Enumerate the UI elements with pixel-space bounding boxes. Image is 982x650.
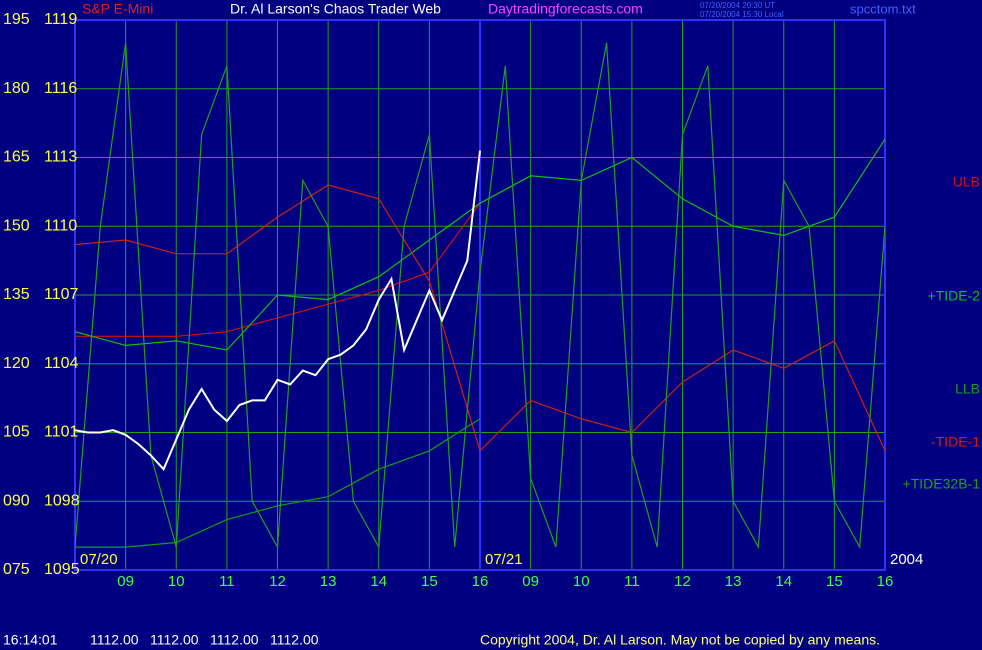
series-line: [75, 184, 885, 452]
plot-frame: [74, 19, 886, 571]
y2-tick-label: 1113: [44, 149, 77, 166]
y-tick-label: 195: [3, 11, 30, 28]
stamp: 07/20/2004 15:30 Local: [700, 10, 784, 19]
series-line: [75, 202, 481, 337]
date-label: 07/21: [485, 551, 523, 568]
legend-label: +TIDE-2: [927, 288, 980, 304]
date-label: 07/20: [80, 551, 118, 568]
x-tick-label: 15: [826, 573, 843, 590]
series-line: [75, 418, 481, 548]
y2-tick-label: 1101: [44, 424, 79, 441]
y-tick-label: 165: [3, 149, 30, 166]
footer-quote: 1112.00: [210, 632, 259, 648]
y2-tick-label: 1116: [44, 80, 77, 97]
footer-quote: 1112.00: [150, 632, 199, 648]
grid: [74, 19, 886, 571]
x-tick-label: 11: [219, 573, 235, 590]
y2-tick-label: 1104: [44, 355, 79, 372]
y2-tick-label: 1107: [44, 286, 79, 303]
y2-tick-label: 1119: [44, 11, 77, 28]
footer: 16:14:01 1112.00 1112.00 1112.00 1112.00…: [3, 632, 880, 648]
legend-label: ULB: [953, 174, 980, 190]
footer-quote: 1112.00: [90, 632, 139, 648]
x-tick-label: 16: [877, 573, 894, 590]
legend-label: -TIDE-1: [931, 434, 980, 450]
chart-title: Dr. Al Larson's Chaos Trader Web: [230, 1, 441, 17]
y-tick-label: 105: [3, 424, 30, 441]
x-tick-label: 14: [370, 573, 387, 590]
y-tick-label: 120: [3, 355, 30, 372]
legend-label: LLB: [955, 381, 980, 397]
legend-label: +TIDE32B-1: [903, 476, 981, 492]
y2-tick-label: 1098: [44, 492, 80, 509]
date-label: 2004: [890, 551, 923, 568]
x-tick-label: 13: [725, 573, 742, 590]
y-tick-label: 135: [3, 286, 30, 303]
x-tick-label: 15: [421, 573, 438, 590]
series-line: [75, 150, 481, 472]
x-tick-label: 11: [624, 573, 640, 590]
y2-tick-label: 1110: [44, 217, 77, 234]
file-name: spcctom.txt: [850, 1, 916, 16]
plot-area: [75, 42, 885, 550]
x-tick-label: 13: [320, 573, 337, 590]
x-tick-label: 16: [472, 573, 489, 590]
x-tick-label: 14: [775, 573, 792, 590]
footer-time: 16:14:01: [3, 632, 58, 648]
x-tick-label: 12: [674, 573, 691, 590]
x-tick-label: 12: [269, 573, 286, 590]
symbol: S&P E-Mini: [82, 1, 153, 17]
stamp: 07/20/2004 20:30 UT: [700, 1, 775, 10]
y-tick-label: 180: [3, 80, 30, 97]
x-tick-label: 10: [573, 573, 590, 590]
y-tick-label: 075: [3, 561, 30, 578]
x-tick-label: 09: [117, 573, 134, 590]
site: Daytradingforecasts.com: [488, 1, 643, 17]
x-tick-label: 09: [522, 573, 539, 590]
x-tick-label: 10: [168, 573, 185, 590]
footer-quote: 1112.00: [270, 632, 319, 648]
y-tick-label: 090: [3, 492, 30, 509]
copyright: Copyright 2004, Dr. Al Larson. May not b…: [480, 632, 880, 648]
y2-tick-label: 1095: [44, 561, 80, 578]
series-line: [75, 138, 885, 351]
y-tick-label: 150: [3, 217, 30, 234]
series-line: [75, 42, 885, 550]
